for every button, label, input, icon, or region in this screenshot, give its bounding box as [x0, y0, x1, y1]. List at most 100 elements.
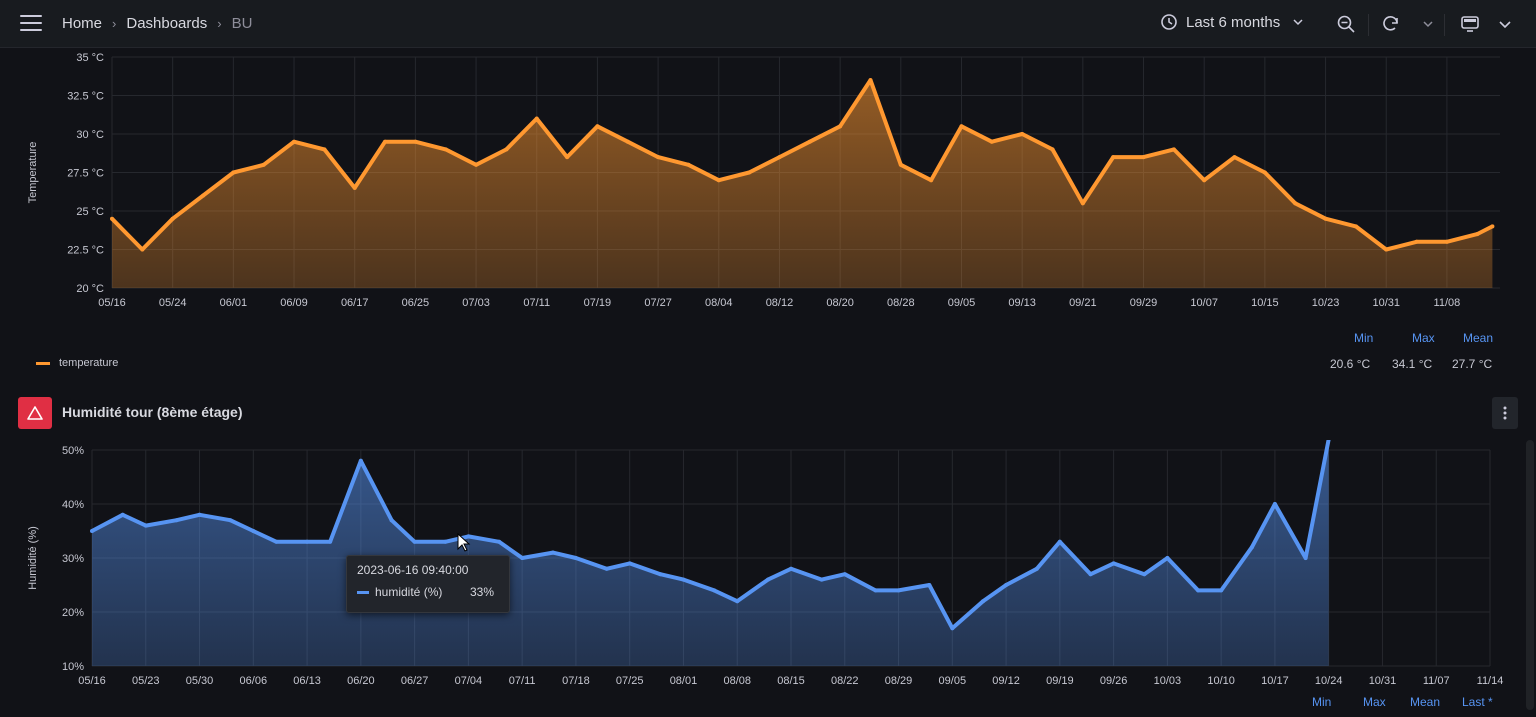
hum-y-axis-label: Humidité (%) — [27, 526, 39, 590]
hum-x-tick-label: 09/05 — [939, 675, 967, 687]
chevron-down-icon[interactable] — [1498, 14, 1512, 34]
temp-y-tick-label: 32.5 °C — [67, 91, 104, 103]
hum-data-point — [90, 529, 94, 533]
hum-data-point — [1249, 545, 1254, 550]
temp-y-tick-label: 25 °C — [76, 206, 104, 218]
legend-header-mean[interactable]: Mean — [1463, 331, 1494, 345]
breadcrumb-separator-icon: › — [217, 16, 222, 31]
temp-x-tick-label: 10/31 — [1372, 297, 1400, 309]
temp-data-point — [1293, 201, 1298, 206]
temp-y-tick-label: 27.5 °C — [67, 168, 104, 180]
temp-data-point — [1475, 232, 1480, 237]
menu-icon[interactable] — [20, 15, 42, 33]
chevron-down-icon[interactable] — [1422, 14, 1434, 34]
hum-x-tick-label: 08/01 — [670, 675, 698, 687]
hum-x-tick-label: 08/08 — [723, 675, 751, 687]
hum-x-tick-label: 10/24 — [1315, 675, 1343, 687]
time-range-picker[interactable]: Last 6 months — [1160, 13, 1310, 31]
temp-data-point — [504, 147, 509, 152]
temp-data-point — [656, 155, 661, 160]
chevron-down-icon — [1293, 19, 1303, 26]
legend-header-mean[interactable]: Mean — [1410, 695, 1441, 709]
hum-data-point — [143, 523, 148, 528]
hum-data-point — [1088, 572, 1093, 577]
temp-x-tick-label: 06/01 — [220, 297, 248, 309]
humidity-chart: 10% 20% 30% 40% 50% 05/16 05/23 05/30 06/06 06/13… — [27, 440, 1503, 687]
temp-data-point — [898, 162, 903, 167]
hum-data-point — [1196, 588, 1201, 593]
time-range-label: Last 6 months — [1186, 13, 1281, 31]
legend-header-last[interactable]: Last * — [1462, 695, 1493, 709]
temp-x-tick-label: 07/03 — [462, 297, 490, 309]
panel-menu-button[interactable] — [1492, 397, 1518, 429]
hum-data-point — [274, 539, 279, 544]
tooltip-value: 33% — [469, 585, 494, 599]
temp-data-point — [777, 155, 782, 160]
hum-data-point — [712, 588, 717, 593]
hum-data-point — [328, 539, 333, 544]
hum-data-point — [550, 550, 555, 555]
temp-y-tick-label: 35 °C — [76, 52, 104, 64]
hum-data-point — [765, 577, 770, 582]
temp-data-point — [231, 170, 236, 175]
hum-data-point — [520, 556, 525, 560]
hum-x-tick-label: 06/27 — [401, 675, 429, 687]
hum-x-tick-label: 09/19 — [1046, 675, 1074, 687]
temp-data-point — [413, 139, 418, 144]
temp-data-point — [807, 139, 812, 144]
legend-header-max[interactable]: Max — [1412, 331, 1435, 345]
temp-data-point — [1262, 170, 1267, 175]
temp-x-tick-label: 06/25 — [402, 297, 430, 309]
hum-data-point — [927, 583, 932, 587]
legend-value-max: 34.1 °C — [1392, 357, 1433, 371]
hum-data-point — [251, 529, 256, 533]
alert-state-badge[interactable] — [18, 397, 52, 429]
temp-data-point — [322, 147, 327, 152]
hum-x-tick-label: 07/18 — [562, 675, 590, 687]
temp-data-point — [929, 178, 934, 183]
temp-x-tick-label: 08/12 — [766, 297, 794, 309]
temp-data-point — [1444, 239, 1449, 244]
hum-x-tick-label: 09/12 — [992, 675, 1020, 687]
temp-x-tick-label: 07/19 — [584, 297, 612, 309]
breadcrumb-dashboards[interactable]: Dashboards — [126, 15, 208, 32]
hum-data-point — [896, 588, 901, 593]
hum-data-point — [604, 566, 609, 571]
alert-triangle-icon — [27, 406, 43, 420]
hum-data-point — [1034, 566, 1039, 571]
temp-x-tick-label: 07/11 — [523, 297, 550, 309]
legend-item-temperature[interactable]: temperature — [36, 357, 118, 369]
scrollbar[interactable] — [1526, 440, 1534, 710]
hum-data-point — [466, 534, 471, 539]
temp-x-tick-label: 10/23 — [1312, 297, 1340, 309]
top-navbar: Home › Dashboards › BU Last 6 months — [0, 0, 1536, 48]
breadcrumb-separator-icon: › — [112, 16, 117, 31]
hum-data-point — [443, 539, 448, 544]
temp-data-point — [747, 170, 752, 175]
hum-data-point — [681, 577, 686, 582]
hum-data-point — [950, 626, 955, 631]
temp-data-point — [1323, 216, 1328, 221]
temp-data-point — [292, 139, 297, 144]
hum-data-point — [1142, 572, 1147, 577]
legend-header-min[interactable]: Min — [1354, 331, 1374, 345]
hum-data-point — [789, 566, 793, 571]
hum-data-point — [1272, 502, 1277, 506]
hum-x-tick-label: 05/30 — [186, 675, 214, 687]
legend-header-max[interactable]: Max — [1363, 695, 1386, 709]
hum-y-tick-label: 50% — [62, 445, 84, 457]
legend-header-min[interactable]: Min — [1312, 695, 1332, 709]
refresh-icon[interactable] — [1381, 14, 1401, 34]
temp-x-tick-label: 09/05 — [948, 297, 976, 309]
temp-x-tick-label: 07/27 — [644, 297, 672, 309]
temp-series-area — [112, 80, 1493, 288]
temp-data-point — [625, 139, 630, 144]
temp-x-tick-label: 05/24 — [159, 297, 187, 309]
breadcrumb-home[interactable]: Home — [62, 15, 103, 32]
panel-title[interactable]: Humidité tour (8ème étage) — [62, 404, 243, 420]
tv-icon[interactable] — [1460, 14, 1480, 34]
temp-data-point — [1080, 201, 1085, 206]
temp-data-point — [1353, 224, 1358, 229]
zoom-out-icon[interactable] — [1336, 14, 1356, 34]
temp-x-tick-label: 09/13 — [1008, 297, 1036, 309]
